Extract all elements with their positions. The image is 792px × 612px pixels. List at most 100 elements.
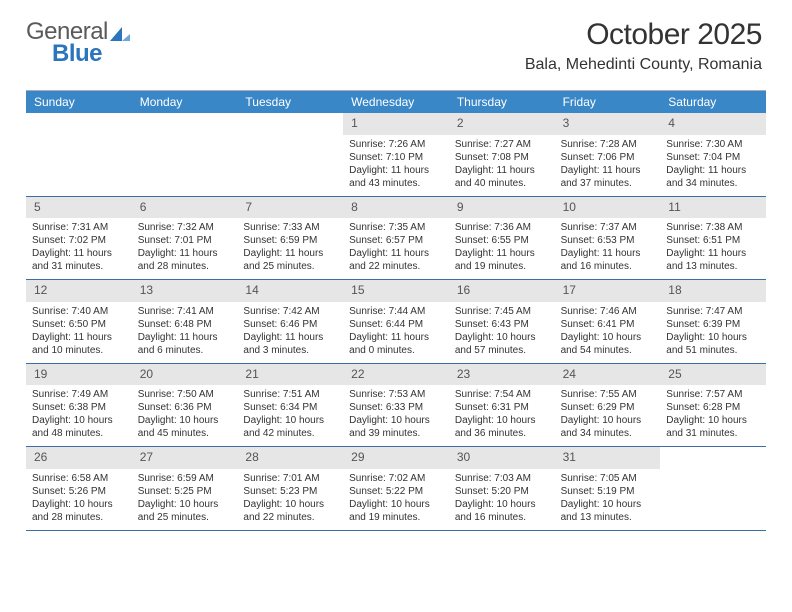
day-sr: Sunrise: 7:35 AM bbox=[349, 221, 443, 234]
day-cell: 11Sunrise: 7:38 AMSunset: 6:51 PMDayligh… bbox=[660, 197, 766, 280]
day-cell: 1Sunrise: 7:26 AMSunset: 7:10 PMDaylight… bbox=[343, 113, 449, 196]
day-header-wednesday: Wednesday bbox=[343, 91, 449, 113]
day-cell: 17Sunrise: 7:46 AMSunset: 6:41 PMDayligh… bbox=[555, 280, 661, 363]
day-number: 13 bbox=[132, 280, 238, 302]
day-d1: Daylight: 11 hours bbox=[561, 247, 655, 260]
day-sr: Sunrise: 7:46 AM bbox=[561, 305, 655, 318]
day-cell: 18Sunrise: 7:47 AMSunset: 6:39 PMDayligh… bbox=[660, 280, 766, 363]
day-d2: and 51 minutes. bbox=[666, 344, 760, 357]
day-d1: Daylight: 11 hours bbox=[561, 164, 655, 177]
day-d2: and 22 minutes. bbox=[243, 511, 337, 524]
day-ss: Sunset: 7:10 PM bbox=[349, 151, 443, 164]
day-cell: 8Sunrise: 7:35 AMSunset: 6:57 PMDaylight… bbox=[343, 197, 449, 280]
day-d2: and 28 minutes. bbox=[32, 511, 126, 524]
day-d2: and 3 minutes. bbox=[243, 344, 337, 357]
day-d2: and 22 minutes. bbox=[349, 260, 443, 273]
day-d1: Daylight: 10 hours bbox=[138, 414, 232, 427]
day-number: 27 bbox=[132, 447, 238, 469]
day-number: 4 bbox=[660, 113, 766, 135]
day-body: Sunrise: 7:40 AMSunset: 6:50 PMDaylight:… bbox=[26, 302, 132, 363]
day-ss: Sunset: 5:20 PM bbox=[455, 485, 549, 498]
day-ss: Sunset: 7:06 PM bbox=[561, 151, 655, 164]
day-d1: Daylight: 10 hours bbox=[32, 414, 126, 427]
day-sr: Sunrise: 7:40 AM bbox=[32, 305, 126, 318]
day-number: 12 bbox=[26, 280, 132, 302]
day-ss: Sunset: 6:33 PM bbox=[349, 401, 443, 414]
day-body: Sunrise: 7:01 AMSunset: 5:23 PMDaylight:… bbox=[237, 469, 343, 530]
day-body: Sunrise: 7:57 AMSunset: 6:28 PMDaylight:… bbox=[660, 385, 766, 446]
day-d1: Daylight: 10 hours bbox=[138, 498, 232, 511]
day-number: 7 bbox=[237, 197, 343, 219]
day-header-row: SundayMondayTuesdayWednesdayThursdayFrid… bbox=[26, 91, 766, 113]
day-cell: 24Sunrise: 7:55 AMSunset: 6:29 PMDayligh… bbox=[555, 364, 661, 447]
day-d2: and 6 minutes. bbox=[138, 344, 232, 357]
day-number: 18 bbox=[660, 280, 766, 302]
day-body: Sunrise: 7:51 AMSunset: 6:34 PMDaylight:… bbox=[237, 385, 343, 446]
day-d1: Daylight: 10 hours bbox=[32, 498, 126, 511]
day-sr: Sunrise: 7:36 AM bbox=[455, 221, 549, 234]
day-sr: Sunrise: 7:32 AM bbox=[138, 221, 232, 234]
day-body: Sunrise: 7:55 AMSunset: 6:29 PMDaylight:… bbox=[555, 385, 661, 446]
day-d2: and 25 minutes. bbox=[138, 511, 232, 524]
day-cell: 13Sunrise: 7:41 AMSunset: 6:48 PMDayligh… bbox=[132, 280, 238, 363]
day-number: 17 bbox=[555, 280, 661, 302]
day-number: 11 bbox=[660, 197, 766, 219]
day-ss: Sunset: 6:46 PM bbox=[243, 318, 337, 331]
day-header-thursday: Thursday bbox=[449, 91, 555, 113]
week-row: 19Sunrise: 7:49 AMSunset: 6:38 PMDayligh… bbox=[26, 364, 766, 448]
day-sr: Sunrise: 7:57 AM bbox=[666, 388, 760, 401]
day-body: Sunrise: 7:33 AMSunset: 6:59 PMDaylight:… bbox=[237, 218, 343, 279]
day-ss: Sunset: 5:19 PM bbox=[561, 485, 655, 498]
day-sr: Sunrise: 7:38 AM bbox=[666, 221, 760, 234]
day-number: 24 bbox=[555, 364, 661, 386]
day-body: Sunrise: 7:30 AMSunset: 7:04 PMDaylight:… bbox=[660, 135, 766, 196]
day-body: Sunrise: 7:28 AMSunset: 7:06 PMDaylight:… bbox=[555, 135, 661, 196]
day-cell: 27Sunrise: 6:59 AMSunset: 5:25 PMDayligh… bbox=[132, 447, 238, 530]
day-cell: 25Sunrise: 7:57 AMSunset: 6:28 PMDayligh… bbox=[660, 364, 766, 447]
day-d1: Daylight: 11 hours bbox=[349, 164, 443, 177]
day-number: 10 bbox=[555, 197, 661, 219]
day-d1: Daylight: 10 hours bbox=[561, 498, 655, 511]
day-body: Sunrise: 7:02 AMSunset: 5:22 PMDaylight:… bbox=[343, 469, 449, 530]
day-body: Sunrise: 7:41 AMSunset: 6:48 PMDaylight:… bbox=[132, 302, 238, 363]
day-d1: Daylight: 11 hours bbox=[243, 331, 337, 344]
day-d2: and 28 minutes. bbox=[138, 260, 232, 273]
day-number: 29 bbox=[343, 447, 449, 469]
day-number: 19 bbox=[26, 364, 132, 386]
day-sr: Sunrise: 7:51 AM bbox=[243, 388, 337, 401]
day-d2: and 31 minutes. bbox=[666, 427, 760, 440]
day-d1: Daylight: 11 hours bbox=[455, 247, 549, 260]
day-cell bbox=[660, 447, 766, 530]
day-number: 22 bbox=[343, 364, 449, 386]
day-d1: Daylight: 11 hours bbox=[32, 247, 126, 260]
location: Bala, Mehedinti County, Romania bbox=[525, 56, 762, 74]
title-block: October 2025 Bala, Mehedinti County, Rom… bbox=[525, 18, 762, 74]
day-d1: Daylight: 10 hours bbox=[666, 414, 760, 427]
day-ss: Sunset: 6:31 PM bbox=[455, 401, 549, 414]
day-d1: Daylight: 10 hours bbox=[243, 414, 337, 427]
day-body: Sunrise: 7:46 AMSunset: 6:41 PMDaylight:… bbox=[555, 302, 661, 363]
day-number: 20 bbox=[132, 364, 238, 386]
day-d1: Daylight: 10 hours bbox=[455, 414, 549, 427]
day-d1: Daylight: 11 hours bbox=[243, 247, 337, 260]
day-body: Sunrise: 7:05 AMSunset: 5:19 PMDaylight:… bbox=[555, 469, 661, 530]
day-d1: Daylight: 11 hours bbox=[666, 247, 760, 260]
day-d2: and 19 minutes. bbox=[349, 511, 443, 524]
day-d2: and 54 minutes. bbox=[561, 344, 655, 357]
day-d1: Daylight: 11 hours bbox=[138, 331, 232, 344]
day-d1: Daylight: 11 hours bbox=[666, 164, 760, 177]
day-d2: and 39 minutes. bbox=[349, 427, 443, 440]
day-body: Sunrise: 7:27 AMSunset: 7:08 PMDaylight:… bbox=[449, 135, 555, 196]
day-number: 15 bbox=[343, 280, 449, 302]
day-cell: 12Sunrise: 7:40 AMSunset: 6:50 PMDayligh… bbox=[26, 280, 132, 363]
day-header-monday: Monday bbox=[132, 91, 238, 113]
day-header-tuesday: Tuesday bbox=[237, 91, 343, 113]
day-sr: Sunrise: 7:44 AM bbox=[349, 305, 443, 318]
day-ss: Sunset: 5:26 PM bbox=[32, 485, 126, 498]
day-body: Sunrise: 7:53 AMSunset: 6:33 PMDaylight:… bbox=[343, 385, 449, 446]
page-header: GeneralBlue October 2025 Bala, Mehedinti… bbox=[0, 0, 792, 82]
day-cell: 14Sunrise: 7:42 AMSunset: 6:46 PMDayligh… bbox=[237, 280, 343, 363]
day-cell: 16Sunrise: 7:45 AMSunset: 6:43 PMDayligh… bbox=[449, 280, 555, 363]
day-ss: Sunset: 5:22 PM bbox=[349, 485, 443, 498]
day-number: 1 bbox=[343, 113, 449, 135]
